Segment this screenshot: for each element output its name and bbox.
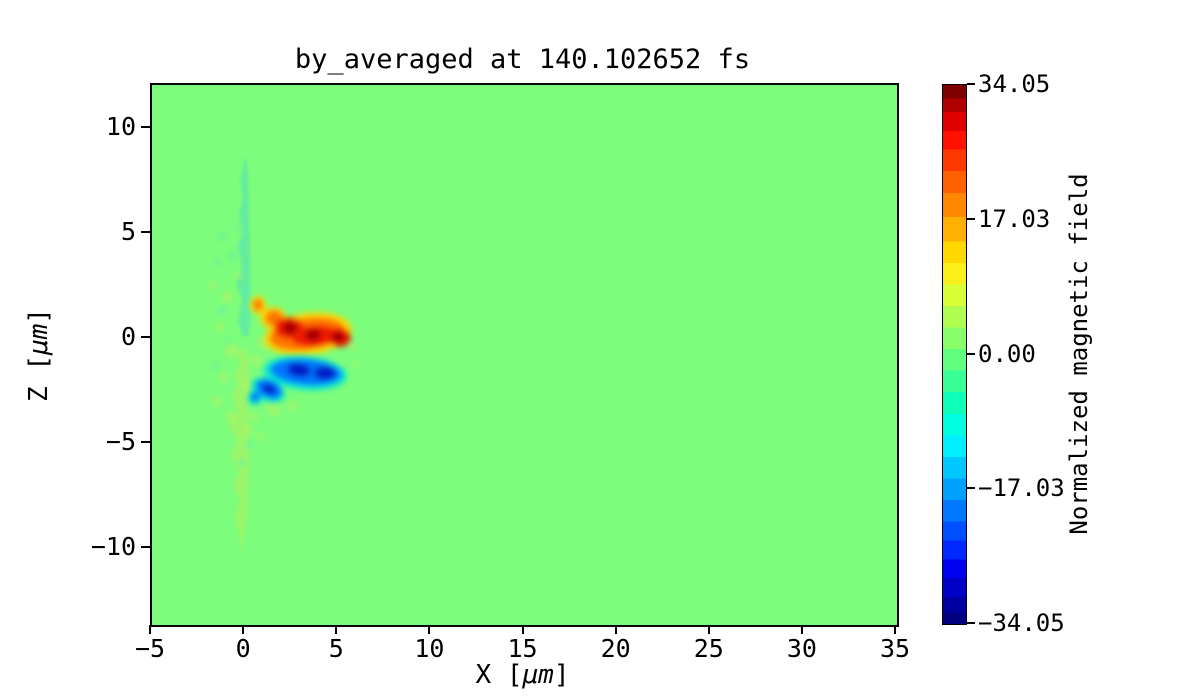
z-tick-label: 0 — [120, 322, 136, 352]
field-map-canvas — [209, 155, 359, 553]
x-axis-label-post: ] — [553, 660, 570, 690]
colorbar-tick-label: −34.05 — [978, 609, 1065, 637]
x-tick-label: 25 — [693, 634, 724, 663]
x-tick-label: 5 — [328, 634, 344, 663]
z-tick-mark — [141, 231, 150, 234]
y-axis-label-pre: Z [ — [24, 355, 54, 402]
z-tick-mark — [141, 336, 150, 339]
x-tick-label: 30 — [786, 634, 817, 663]
x-tick-mark — [894, 625, 896, 634]
colorbar-tick-mark — [967, 352, 975, 355]
y-axis-label-post: ] — [24, 308, 54, 324]
x-tick-label: 35 — [879, 634, 911, 663]
x-tick-label: 10 — [414, 634, 445, 663]
negative-field-blob — [248, 355, 347, 405]
colorbar-tick-mark — [967, 487, 975, 490]
colorbar-tick-mark — [967, 622, 975, 624]
x-tick-mark — [335, 625, 338, 634]
x-tick-label: −5 — [134, 634, 166, 663]
z-tick-label: 10 — [105, 112, 136, 142]
x-tick-label: 20 — [600, 634, 631, 663]
wake-column-lower — [229, 347, 249, 553]
x-axis-label-unit: μm — [522, 660, 554, 690]
colorbar — [942, 84, 967, 625]
wake-wisps-icon — [211, 224, 248, 370]
z-tick-mark — [141, 441, 150, 444]
x-tick-label: 0 — [235, 634, 251, 663]
colorbar-tick-label: 0.00 — [978, 339, 1036, 368]
x-tick-mark — [149, 625, 151, 634]
x-tick-label: 15 — [507, 634, 538, 663]
positive-field-blob — [250, 296, 352, 356]
colorbar-tick-mark — [967, 217, 975, 220]
x-tick-mark — [428, 625, 431, 634]
x-tick-mark — [800, 625, 803, 634]
x-tick-mark — [521, 625, 524, 634]
colorbar-tick-label: −17.03 — [978, 474, 1065, 503]
colorbar-label: Normalized magnetic field — [1065, 173, 1093, 535]
x-axis-label-pre: X [ — [475, 660, 523, 690]
z-tick-label: 5 — [120, 217, 136, 247]
z-tick-mark — [141, 126, 150, 129]
z-tick-label: −10 — [90, 532, 136, 562]
plot-area — [150, 83, 899, 627]
x-tick-mark — [614, 625, 617, 634]
colorbar-tick-label: 17.03 — [978, 204, 1051, 233]
colorbar-tick-label: 34.05 — [978, 70, 1051, 98]
chart-title: by_averaged at 140.102652 fs — [294, 44, 751, 75]
z-tick-mark — [141, 546, 150, 549]
x-tick-mark — [242, 625, 245, 634]
colorbar-tick-mark — [967, 83, 975, 85]
x-axis-label: X [μm] — [150, 660, 895, 690]
x-tick-mark — [707, 625, 710, 634]
z-tick-label: −5 — [105, 427, 136, 457]
